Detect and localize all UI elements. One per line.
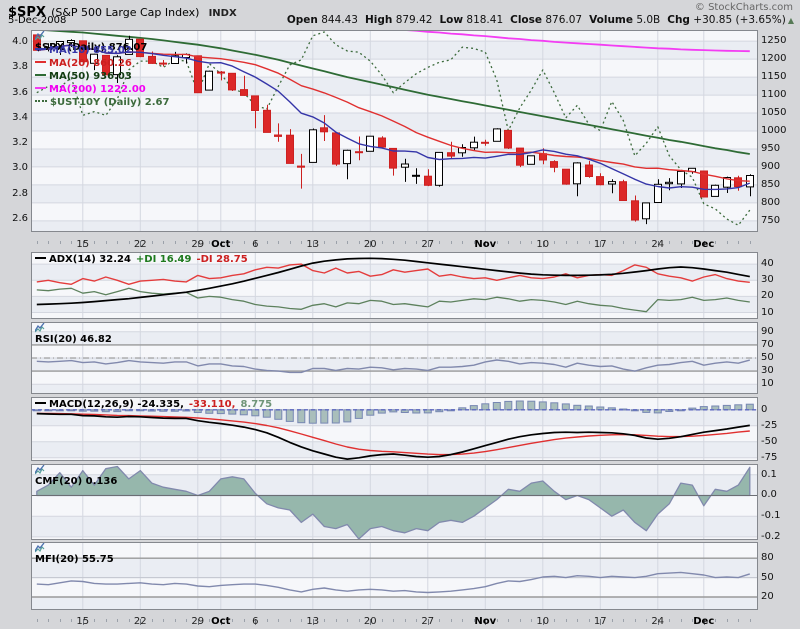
date-axis-top: 15 22 29 Oct 6 13 20 27 Nov 10 17 24 Dec xyxy=(31,239,758,252)
plot-svg xyxy=(31,464,758,540)
y-axis-label: 1200 xyxy=(761,53,787,65)
quote-field: Open 844.43 xyxy=(286,14,358,26)
quote-field: Low 818.41 xyxy=(439,14,504,26)
left-y-axis-label: 2.6 xyxy=(12,212,28,224)
symbol-name: (S&P 500 Large Cap Index) xyxy=(51,6,200,19)
y-axis-label: 0.0 xyxy=(761,489,777,501)
x-axis-label: 6 xyxy=(252,616,259,627)
x-axis-label: 17 xyxy=(593,239,607,250)
mfi-panel: MFI(20) 55.75 xyxy=(31,542,758,610)
tick-strip-bottom xyxy=(31,610,758,625)
quote-field: Volume 5.0B xyxy=(589,14,661,26)
copyright: © StockCharts.com xyxy=(694,2,793,13)
x-axis-label: Dec xyxy=(693,239,715,250)
y-axis-label: 900 xyxy=(761,160,781,172)
y-axis-label: 50 xyxy=(761,571,774,583)
x-axis-label: Oct xyxy=(211,616,231,627)
plot-svg xyxy=(31,397,758,461)
y-axis-label: 90 xyxy=(761,325,774,337)
x-axis-label: 22 xyxy=(133,616,147,627)
x-axis-label: 24 xyxy=(651,616,665,627)
x-axis-label: Dec xyxy=(693,616,715,627)
quote-field: High 879.42 xyxy=(364,14,433,26)
left-y-axis-label: 3.4 xyxy=(12,111,28,123)
left-y-axis-label: 3.2 xyxy=(12,137,28,149)
x-axis-label: Oct xyxy=(211,239,231,250)
quote-field: Chg +30.85 (+3.65%) xyxy=(667,14,786,26)
y-axis-label: 1150 xyxy=(761,71,787,83)
symbol: $SPX xyxy=(8,5,46,20)
left-y-axis-label: 3.8 xyxy=(12,61,28,73)
left-y-axis-label: 3.0 xyxy=(12,162,28,174)
rsi-panel: RSI(20) 46.82 xyxy=(31,322,758,394)
y-axis-label: 10 xyxy=(761,306,774,318)
x-axis-label: 29 xyxy=(191,239,205,250)
y-axis-label: 950 xyxy=(761,142,781,154)
x-axis-label: 13 xyxy=(306,616,320,627)
x-axis-label: 13 xyxy=(306,239,320,250)
price-panel: $SPX (Daily) 876.07 MA(10) 855.02 MA(20) 8… xyxy=(31,30,758,232)
x-axis-label: 15 xyxy=(76,616,90,627)
y-axis-label: 20 xyxy=(761,591,774,603)
x-axis-label: 10 xyxy=(536,616,550,627)
y-axis-label: 30 xyxy=(761,274,774,286)
y-axis-label: 1000 xyxy=(761,125,787,136)
left-y-axis-label: 2.8 xyxy=(12,187,28,199)
quote-field: Close 876.07 xyxy=(510,14,583,26)
plot-svg xyxy=(31,542,758,610)
plot-svg xyxy=(31,30,758,232)
header-title: $SPX (S&P 500 Large Cap Index) INDX xyxy=(8,1,237,20)
y-axis-label: 750 xyxy=(761,214,781,226)
y-axis-label: 50 xyxy=(761,352,774,363)
x-axis-label: 20 xyxy=(363,616,377,627)
y-axis-label: -50 xyxy=(761,435,778,447)
y-axis-label: 800 xyxy=(761,196,781,208)
y-axis-label: -0.1 xyxy=(761,510,781,522)
y-axis-label: 1100 xyxy=(761,89,787,101)
x-axis-label: 22 xyxy=(133,239,147,250)
left-y-axis-label: 4.0 xyxy=(12,36,28,48)
y-axis-label: 0 xyxy=(761,403,768,415)
y-axis-label: 30 xyxy=(761,365,774,377)
exchange: INDX xyxy=(208,8,237,19)
y-axis-label: -25 xyxy=(761,419,778,431)
y-axis-label: 70 xyxy=(761,338,774,350)
x-axis-label: 27 xyxy=(421,616,435,627)
y-axis-label: 10 xyxy=(761,378,774,390)
y-axis-label: 80 xyxy=(761,552,774,564)
y-axis-label: 850 xyxy=(761,178,781,190)
x-axis-label: 10 xyxy=(536,239,550,250)
tick-marks xyxy=(37,619,751,625)
y-axis-label: 1050 xyxy=(761,107,787,119)
x-axis-label: 24 xyxy=(651,239,665,250)
x-axis-label: 20 xyxy=(363,239,377,250)
y-axis-label: -75 xyxy=(761,451,778,463)
x-axis-label: 27 xyxy=(421,239,435,250)
macd-panel: MACD(12,26,9) -24.335, -33.110, 8.775 xyxy=(31,397,758,461)
x-axis-label: 15 xyxy=(76,239,90,250)
chart-header: $SPX (S&P 500 Large Cap Index) INDX © St… xyxy=(0,0,800,29)
tick-marks xyxy=(37,241,751,247)
plot-svg xyxy=(31,322,758,394)
y-axis-label: 40 xyxy=(761,258,774,270)
y-axis-label: 20 xyxy=(761,290,774,302)
y-axis-label: -0.2 xyxy=(761,530,781,542)
chart-date: 5-Dec-2008 xyxy=(8,15,67,26)
x-axis-label: Nov xyxy=(474,616,497,627)
quote-bar: Open 844.43 High 879.42 Low 818.41 Close 87… xyxy=(280,14,794,26)
plot-svg xyxy=(31,252,758,319)
tick-strip-top xyxy=(31,232,758,247)
cmf-panel: CMF(20) 0.136 xyxy=(31,464,758,540)
y-axis-label: 0.1 xyxy=(761,468,777,480)
date-axis-bottom: 15 22 29 Oct 6 13 20 27 Nov 10 17 24 Dec xyxy=(31,616,758,629)
adx-panel: ADX(14) 32.24 +DI 16.49 -DI 28.75 xyxy=(31,252,758,319)
y-axis-label: 1250 xyxy=(761,35,787,47)
x-axis-label: Nov xyxy=(474,239,497,250)
left-y-axis-label: 3.6 xyxy=(12,86,28,98)
change-up-icon: ▲ xyxy=(787,16,794,25)
x-axis-label: 6 xyxy=(252,239,259,250)
x-axis-label: 17 xyxy=(593,616,607,627)
x-axis-label: 29 xyxy=(191,616,205,627)
